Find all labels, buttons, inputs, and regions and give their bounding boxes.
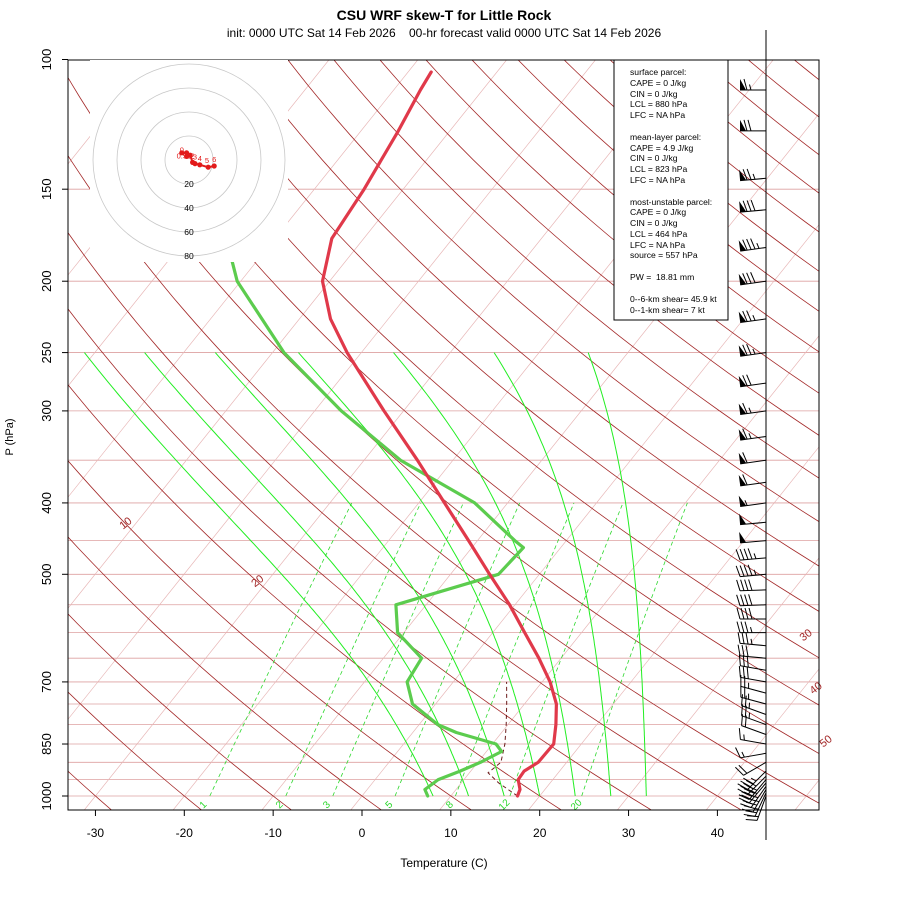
y-tick-label: 700 [39, 671, 54, 693]
surface-line: LFC = NA hPa [630, 110, 685, 120]
y-tick-label: 850 [39, 733, 54, 755]
hodograph-point-label: 4 [198, 154, 202, 163]
mean-layer-line: LCL = 823 hPa [630, 164, 687, 174]
mean-layer-heading: mean-layer parcel: [630, 132, 701, 142]
hodograph-ring-label: 80 [184, 251, 194, 261]
x-tick-label: 0 [359, 826, 366, 840]
hodograph-point-label: 2 [191, 151, 195, 160]
hodograph-point [197, 162, 202, 167]
x-tick-label: 10 [444, 826, 458, 840]
mean-layer-line: LFC = NA hPa [630, 175, 685, 185]
surface-heading: surface parcel: [630, 67, 686, 77]
hodograph-point-label: 1 [187, 151, 191, 160]
hodograph-ring-label: 40 [184, 203, 194, 213]
y-tick-label: 400 [39, 492, 54, 514]
most-unstable-line: CIN = 0 J/kg [630, 218, 678, 228]
most-unstable-heading: most-unstable parcel: [630, 197, 712, 207]
chart-subtitle: init: 0000 UTC Sat 14 Feb 2026 00-hr for… [227, 26, 662, 40]
surface-line: CAPE = 0 J/kg [630, 78, 686, 88]
y-tick-label: 300 [39, 400, 54, 422]
y-tick-label: 1000 [39, 782, 54, 811]
indices-box: surface parcel: CAPE = 0 J/kg CIN = 0 J/… [614, 60, 728, 320]
hodograph-point-label: 6 [212, 155, 216, 164]
y-tick-label: 250 [39, 342, 54, 364]
x-tick-label: 40 [711, 826, 725, 840]
x-tick-label: 20 [533, 826, 547, 840]
y-tick-label: 100 [39, 49, 54, 71]
x-axis-label: Temperature (C) [400, 856, 487, 870]
hodograph-point-label: 5 [205, 156, 209, 165]
surface-line: CIN = 0 J/kg [630, 89, 678, 99]
most-unstable-line: CAPE = 0 J/kg [630, 207, 686, 217]
surface-line: LCL = 880 hPa [630, 99, 687, 109]
most-unstable-line: source = 557 hPa [630, 250, 698, 260]
x-tick-label: 30 [622, 826, 636, 840]
hodograph-ring-label: 60 [184, 227, 194, 237]
x-tick-label: -30 [87, 826, 105, 840]
chart-title: CSU WRF skew-T for Little Rock [337, 7, 552, 23]
hodograph-point [206, 165, 211, 170]
x-tick-label: -20 [176, 826, 194, 840]
shear-0-1km: 0--1-km shear= 7 kt [630, 305, 705, 315]
x-tick-label: -10 [264, 826, 282, 840]
hodograph-point-label: 0 [180, 145, 184, 154]
y-tick-label: 500 [39, 563, 54, 585]
y-axis-label: P (hPa) [4, 418, 16, 455]
hodograph-ring-label: 20 [184, 179, 194, 189]
precipitable-water: PW = 18.81 mm [630, 272, 694, 282]
hodograph-point [212, 163, 217, 168]
mean-layer-line: CIN = 0 J/kg [630, 153, 678, 163]
most-unstable-line: LCL = 464 hPa [630, 229, 687, 239]
y-tick-label: 150 [39, 178, 54, 200]
most-unstable-line: LFC = NA hPa [630, 240, 685, 250]
y-tick-label: 200 [39, 270, 54, 292]
shear-0-6km: 0--6-km shear= 45.9 kt [630, 294, 717, 304]
mean-layer-line: CAPE = 4.9 J/kg [630, 143, 694, 153]
